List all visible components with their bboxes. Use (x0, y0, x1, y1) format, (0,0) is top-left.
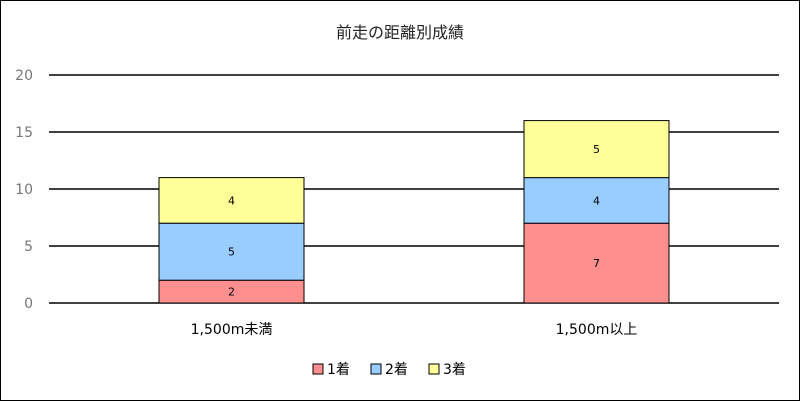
bar-segment (523, 120, 670, 179)
legend: 1着 2着 3着 (312, 362, 466, 378)
y-tick-label: 10 (15, 182, 33, 198)
bars: 2 5 4 7 4 5 (158, 120, 670, 304)
y-axis-ticks: 0 5 10 15 20 (15, 68, 33, 312)
data-label: 5 (228, 246, 235, 259)
x-tick-label: 1,500m以上 (556, 322, 638, 338)
x-tick-label: 1,500m未満 (191, 322, 273, 338)
chart-title: 前走の距離別成績 (336, 23, 464, 42)
data-label: 4 (593, 194, 600, 207)
legend-label: 1着 (327, 362, 350, 378)
legend-label: 2着 (385, 362, 408, 378)
y-tick-label: 15 (15, 125, 33, 141)
bar-segment (158, 222, 305, 281)
data-label: 5 (593, 143, 600, 156)
data-label: 7 (593, 257, 600, 270)
y-tick-label: 20 (15, 68, 33, 84)
legend-swatch (312, 363, 324, 375)
legend-swatch (428, 363, 440, 375)
y-tick-label: 5 (24, 239, 33, 255)
bar-segment (158, 177, 305, 224)
bar-segment (523, 222, 670, 304)
data-label: 2 (228, 286, 235, 299)
data-label: 4 (228, 194, 235, 207)
legend-swatch (370, 363, 382, 375)
y-tick-label: 0 (24, 296, 33, 312)
bar-segment (523, 177, 670, 224)
x-axis-ticks: 1,500m未満 1,500m以上 (191, 322, 638, 338)
legend-label: 3着 (443, 362, 466, 378)
